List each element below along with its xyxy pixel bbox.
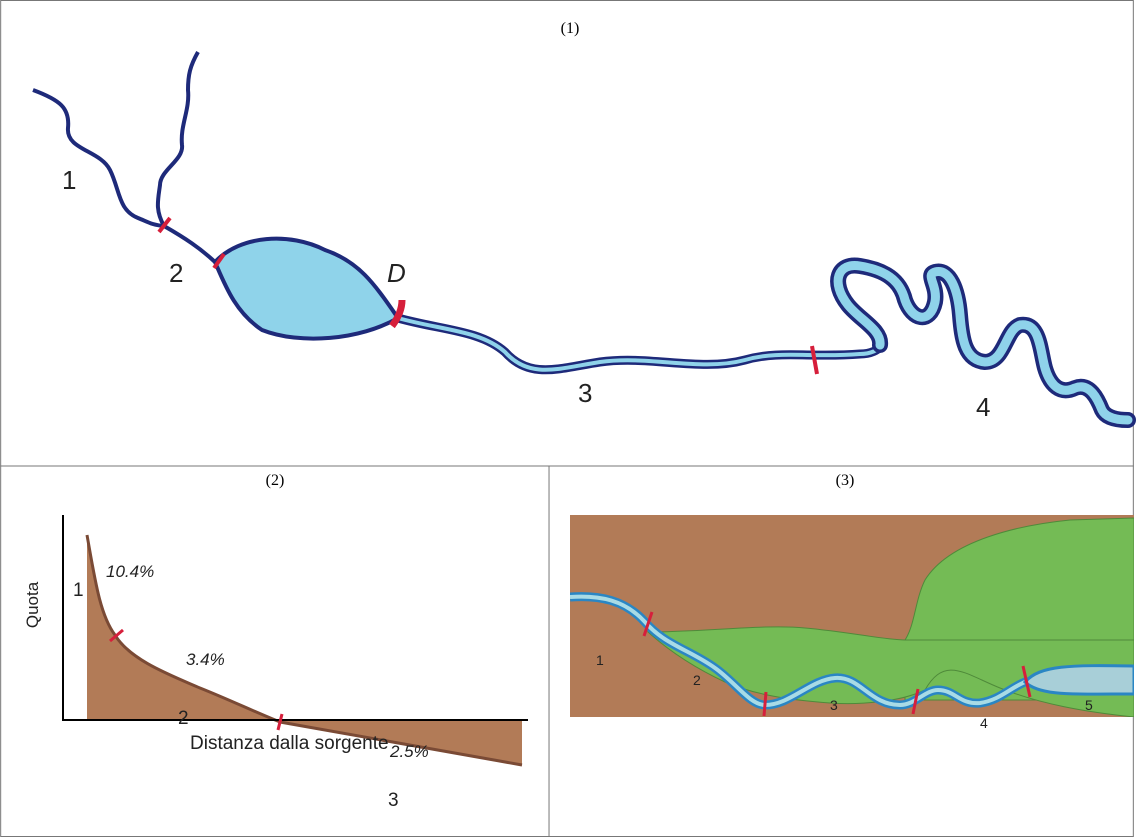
- river-lower-water: [833, 261, 1133, 425]
- river-course-diagram: [32, 51, 1136, 428]
- segment-label-2: 2: [169, 258, 184, 288]
- plan-boundary-4: [1021, 665, 1032, 698]
- boundary-mark-3: [810, 345, 819, 375]
- plan-boundary-1: [642, 611, 654, 637]
- profile-segment-2: 2: [178, 708, 189, 729]
- plan-segment-1: 1: [596, 652, 604, 668]
- plan-boundary-2: [762, 691, 768, 717]
- river-middle-water: [397, 316, 882, 372]
- boundary-mark-1: [157, 216, 172, 234]
- profile-real-fill: [87, 535, 522, 765]
- plan-segment-5: 5: [1085, 697, 1093, 713]
- plan-segment-2: 2: [693, 672, 701, 688]
- profile-boundary-1: [109, 628, 124, 643]
- segment-label-4: 4: [976, 392, 991, 422]
- plan-lake-5: [1022, 664, 1134, 696]
- profile-xlabel: Distanza dalla sorgente: [190, 733, 389, 754]
- plan-boundary-3: [911, 688, 920, 715]
- dam-mark: [389, 299, 406, 329]
- upstream-branch-right: [155, 51, 200, 227]
- profile-line: [85, 534, 523, 767]
- panel-3-title: (3): [835, 472, 855, 489]
- plan-segment-4: 4: [980, 715, 988, 731]
- upstream-branch-left: [32, 88, 165, 228]
- segment-label-3: 3: [578, 378, 593, 408]
- vegetation-zone: [646, 626, 1134, 717]
- plan-segment-3: 3: [830, 697, 838, 713]
- profile-segment-1: 1: [73, 580, 84, 601]
- panel-2-title: (2): [265, 472, 285, 489]
- segment-label-1: 1: [62, 165, 77, 195]
- stream-to-lake: [163, 224, 217, 264]
- boundary-mark-2: [212, 252, 226, 270]
- profile-boundary-2: [276, 713, 284, 731]
- slope-label-3: 2.5%: [390, 742, 429, 761]
- plan-river-water: [570, 594, 1134, 708]
- panel-1-title: (1): [560, 20, 580, 37]
- dam-label: D: [387, 258, 406, 288]
- profile-segment-3: 3: [388, 790, 399, 811]
- slope-label-2: 3.4%: [186, 650, 225, 669]
- slope-label-1: 10.4%: [106, 562, 155, 581]
